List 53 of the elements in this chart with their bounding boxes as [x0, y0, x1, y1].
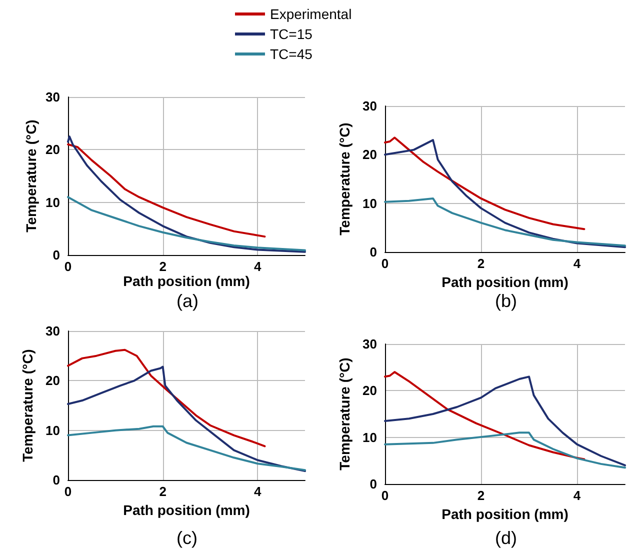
y-axis-title: Temperature (°C) [23, 120, 39, 232]
x-tick-label: 0 [64, 259, 72, 274]
line-series [67, 143, 266, 238]
y-tick-label: 30 [46, 324, 60, 338]
x-tick-label: 0 [381, 488, 389, 503]
x-tick-label: 2 [159, 484, 166, 499]
y-tick-label: 20 [46, 373, 60, 388]
line-series [67, 366, 306, 472]
legend-label: Experimental [270, 6, 352, 22]
x-tick-label: 2 [159, 259, 166, 274]
text: (b) [495, 291, 517, 311]
line-series [67, 136, 306, 253]
y-tick-label: 30 [362, 98, 377, 114]
y-tick-label: 10 [46, 422, 60, 438]
x-tick-label: 0 [381, 256, 389, 271]
y-tick-label: 10 [362, 430, 377, 445]
x-axis-title: Path position (mm) [442, 274, 568, 290]
x-tick-label: 4 [573, 488, 582, 503]
x-tick-label: 4 [573, 256, 582, 271]
x-tick-label: 4 [254, 484, 262, 499]
y-tick-label: 20 [362, 383, 377, 398]
line-series [384, 136, 586, 230]
x-axis-title: Path position (mm) [123, 502, 250, 518]
x-axis-title: Path position (mm) [123, 272, 250, 289]
line-series [384, 376, 626, 466]
y-tick-label: 30 [362, 336, 377, 352]
y-axis-title: Temperature (°C) [336, 122, 353, 236]
y-tick-label: 10 [362, 196, 377, 211]
line-series [384, 432, 626, 469]
y-tick-label: 30 [46, 90, 60, 104]
line-series [384, 371, 586, 460]
text: (a) [176, 291, 198, 311]
x-tick-label: 4 [254, 259, 262, 274]
line-series [384, 197, 626, 247]
y-tick-label: 10 [46, 194, 60, 210]
text: (c) [176, 528, 198, 548]
line-series [67, 425, 306, 472]
x-axis-title: Path position (mm) [442, 506, 568, 522]
x-tick-label: 0 [64, 484, 72, 499]
y-tick-label: 20 [46, 142, 60, 158]
y-tick-label: 0 [370, 244, 377, 260]
y-tick-label: 20 [362, 147, 377, 162]
legend-label: TC=15 [270, 26, 313, 42]
line-series [67, 348, 266, 448]
text: (d) [495, 528, 517, 548]
line-series [384, 139, 626, 248]
x-tick-label: 2 [477, 256, 485, 271]
line-series [67, 196, 306, 252]
x-tick-label: 2 [477, 488, 485, 503]
y-tick-label: 0 [52, 472, 60, 488]
y-axis-title: Temperature (°C) [336, 358, 353, 470]
legend-label: TC=45 [270, 46, 313, 62]
y-axis-title: Temperature (°C) [20, 349, 36, 462]
